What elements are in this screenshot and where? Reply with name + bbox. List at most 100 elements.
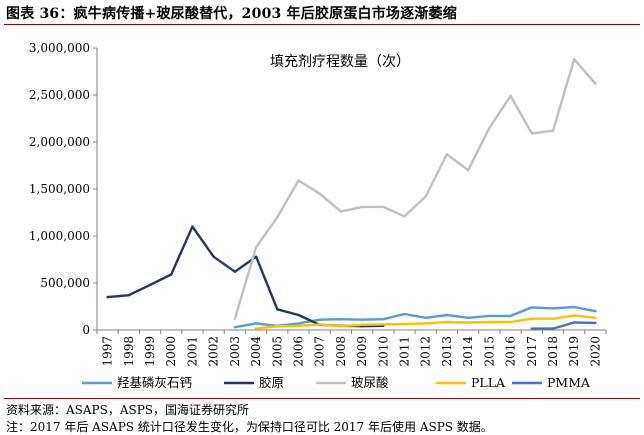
data-point (276, 308, 279, 311)
data-point (297, 322, 300, 325)
data-point (318, 192, 321, 195)
data-point (254, 246, 258, 249)
source-note: 资料来源：ASAPS，ASPS，国海证券研究所 (6, 403, 250, 417)
x-tick-label: 2002 (207, 336, 221, 367)
data-point (254, 322, 258, 325)
series-3 (254, 314, 597, 330)
data-point (509, 314, 512, 318)
y-tick-label: 1,500,000 (29, 182, 90, 196)
data-point (360, 205, 364, 209)
data-point (382, 205, 385, 209)
legend-label: PLLA (471, 375, 506, 390)
x-tick-label: 2019 (567, 336, 581, 367)
x-tick-label: 2008 (334, 336, 348, 367)
data-point (466, 321, 470, 324)
series-line (233, 58, 597, 320)
data-point (488, 126, 491, 130)
x-tick-label: 2009 (355, 336, 369, 367)
x-tick-label: 2011 (398, 336, 412, 367)
data-point (551, 317, 555, 320)
legend-label: 羟基磷灰石钙 (117, 375, 192, 390)
x-tick-label: 2006 (291, 336, 305, 367)
series-line (106, 225, 385, 328)
data-point (530, 132, 533, 135)
legend-item-4: PMMA (512, 375, 591, 390)
x-tick-label: 2004 (249, 336, 263, 367)
data-point (488, 314, 491, 318)
series-2 (233, 58, 597, 320)
data-point (106, 295, 109, 299)
legend-item-3: PLLA (436, 375, 506, 390)
x-tick-label: 2007 (313, 336, 327, 367)
data-point (594, 316, 597, 319)
data-point (382, 317, 385, 321)
x-tick-label: 2003 (228, 336, 242, 367)
data-point (445, 153, 449, 156)
figure-title: 图表 36：疯牛病传播+玻尿酸替代，2003 年后胶原蛋白市场逐渐萎缩 (6, 6, 457, 22)
data-point (403, 215, 406, 218)
x-tick-label: 2010 (376, 336, 390, 367)
data-point (594, 82, 597, 85)
data-point (339, 210, 343, 213)
chart-title: 填充剂疗程数量（次） (270, 54, 410, 70)
data-point (572, 314, 576, 317)
data-point (445, 313, 449, 317)
legend-label: 胶原 (259, 375, 284, 390)
data-point (360, 318, 364, 321)
series-1 (106, 225, 385, 328)
data-point (424, 322, 427, 325)
data-point (572, 58, 576, 61)
data-point (551, 327, 555, 330)
data-point (212, 255, 215, 258)
x-tick-label: 2015 (482, 336, 496, 367)
data-point (445, 320, 449, 324)
data-point (594, 321, 597, 325)
x-tick-label: 2013 (440, 336, 454, 367)
data-point (318, 318, 321, 321)
x-tick-label: 2005 (270, 336, 284, 367)
data-point (551, 129, 555, 132)
data-point (530, 306, 533, 309)
series-line (233, 305, 597, 329)
data-point (297, 313, 300, 317)
data-point (254, 327, 258, 330)
footnote: 注：2017 年后 ASAPS 统计口径发生变化，为保持口径可比 2017 年后… (6, 420, 493, 434)
data-point (297, 179, 300, 182)
data-point (572, 305, 576, 309)
legend-item-2: 玻尿酸 (316, 375, 389, 390)
y-tick-label: 0 (82, 323, 90, 337)
data-point (339, 317, 343, 321)
data-point (148, 283, 152, 287)
y-tick-label: 3,000,000 (29, 41, 90, 55)
data-point (424, 316, 427, 319)
data-point (233, 317, 237, 320)
data-point (466, 169, 470, 172)
x-tick-label: 2020 (588, 336, 602, 367)
filler-procedures-chart: 0 500,000 1,000,000 1,500,000 2,000,000 2,500… (29, 41, 607, 390)
y-tick-label: 500,000 (40, 276, 90, 290)
data-point (466, 316, 470, 319)
data-point (297, 324, 300, 327)
footer-rule (4, 398, 640, 399)
data-point (127, 294, 131, 297)
data-point (509, 320, 512, 324)
data-point (170, 273, 173, 276)
legend-label: 玻尿酸 (351, 375, 389, 390)
data-point (403, 312, 406, 316)
data-point (318, 323, 321, 326)
data-point (403, 322, 406, 326)
y-tick-label: 2,000,000 (29, 135, 90, 149)
data-point (191, 225, 194, 228)
legend-item-1: 胶原 (224, 375, 284, 390)
x-tick-label: 2001 (185, 336, 199, 367)
x-tick-label: 2017 (525, 336, 539, 367)
series-line (530, 321, 597, 330)
x-tick-label: 1998 (122, 336, 136, 367)
data-point (276, 325, 279, 328)
data-point (530, 327, 533, 330)
legend-item-0: 羟基磷灰石钙 (82, 375, 192, 390)
data-point (551, 307, 555, 310)
data-point (233, 325, 237, 329)
data-point (339, 325, 343, 328)
x-tick-label: 2016 (504, 336, 518, 367)
